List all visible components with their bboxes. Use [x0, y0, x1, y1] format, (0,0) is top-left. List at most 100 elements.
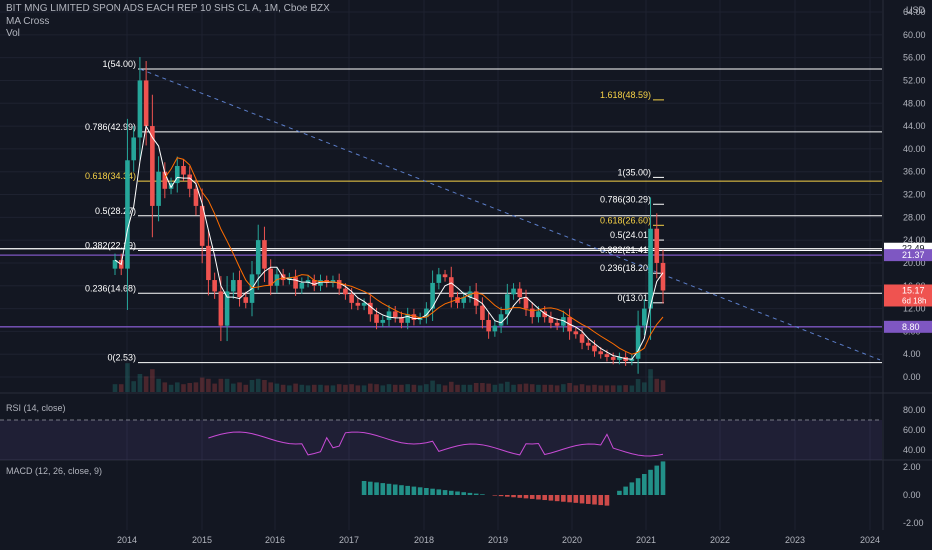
volume-bar [461, 384, 467, 392]
candle-body [156, 171, 161, 206]
candle-body [579, 334, 585, 343]
volume-bar [554, 385, 560, 392]
macd-histogram-bar [592, 495, 597, 505]
macd-histogram-bar [392, 484, 398, 495]
price-badge-countdown: 6d 18h [902, 296, 926, 305]
volume-bar [573, 385, 579, 392]
macd-histogram-bar [635, 478, 641, 495]
macd-histogram-bar [561, 495, 566, 502]
volume-bar [181, 384, 186, 392]
volume-bar [262, 380, 267, 392]
volume-bar [156, 378, 161, 392]
volume-bar [486, 383, 491, 392]
macd-histogram-bar [374, 482, 379, 495]
volume-bar [604, 385, 610, 392]
volume-bar [324, 385, 330, 392]
candle-body [268, 268, 273, 286]
candle-body [187, 174, 193, 189]
volume-bar [430, 380, 435, 392]
macd-histogram-bar [361, 481, 367, 495]
candle-body [392, 311, 398, 318]
macd-histogram-bar [424, 488, 429, 495]
candle-body [648, 228, 653, 309]
macd-histogram-bar [399, 485, 404, 495]
volume-bar [218, 378, 224, 392]
candle-body [592, 345, 597, 352]
time-tick-label: 2016 [265, 535, 285, 545]
macd-histogram-bar [417, 487, 423, 495]
candle-body [461, 297, 467, 303]
volume-bar [380, 385, 386, 392]
candle-body [473, 291, 479, 306]
volume-bar [511, 384, 516, 392]
macd-histogram-bar [579, 495, 585, 504]
candle-body [617, 357, 622, 360]
macd-histogram-bar [567, 495, 572, 503]
candle-body [380, 319, 386, 323]
macd-label[interactable]: MACD (12, 26, close, 9) [6, 466, 103, 476]
candle-body [162, 171, 168, 189]
macd-histogram-bar [642, 474, 647, 495]
candle-body [399, 317, 404, 323]
price-badge [884, 320, 932, 333]
candle-body [448, 277, 454, 298]
volume-bar [187, 383, 193, 392]
macd-histogram-bar [623, 486, 628, 495]
volume-bars [112, 363, 666, 392]
volume-bar [623, 385, 628, 392]
volume-bar [392, 384, 398, 392]
volume-label[interactable]: Vol [6, 28, 20, 39]
candle-body [112, 260, 118, 269]
fib-label: 0.618(34.34) [85, 171, 136, 181]
volume-bar [368, 383, 373, 392]
macd-histogram-bar [517, 495, 523, 498]
rsi-label[interactable]: RSI (14, close) [6, 403, 66, 413]
candle-body [660, 262, 666, 291]
price-tick-label: 56.00 [903, 53, 926, 63]
candle-body [585, 342, 591, 346]
volume-bar [137, 374, 143, 392]
volume-bar [548, 384, 554, 392]
macd-histogram-bar [448, 490, 454, 495]
macd-histogram-bar [554, 495, 560, 502]
volume-bar [579, 384, 585, 392]
rsi-tick-label: 40.00 [903, 445, 926, 455]
ma-cross-label[interactable]: MA Cross [6, 16, 50, 27]
candle-body [224, 291, 230, 326]
volume-bar [118, 384, 124, 392]
fib-label: 0.236(18.20) [600, 263, 651, 273]
candle-body [305, 280, 311, 283]
candle-body [436, 274, 442, 283]
price-badge-label: 21.37 [902, 250, 925, 260]
candle-body [318, 280, 323, 286]
price-tick-label: 36.00 [903, 167, 926, 177]
volume-bar [654, 378, 660, 392]
volume-bar [330, 385, 336, 392]
time-tick-label: 2021 [636, 535, 656, 545]
candle-body [237, 280, 242, 298]
candle-body [635, 325, 641, 359]
candle-body [442, 274, 448, 278]
macd-histogram-bar [467, 492, 473, 495]
volume-bar [480, 383, 485, 392]
ma-slow-line [164, 157, 664, 355]
volume-bar [193, 382, 199, 392]
volume-bar [293, 383, 298, 392]
price-tick-label: 52.00 [903, 75, 926, 85]
volume-bar [268, 382, 273, 392]
rsi-band [0, 420, 882, 460]
volume-bar [598, 385, 604, 392]
volume-bar [355, 385, 361, 392]
volume-bar [455, 384, 460, 392]
candle-body [498, 314, 504, 326]
volume-bar [305, 385, 311, 392]
price-badge-label: 15.17 [902, 285, 925, 295]
volume-bar [592, 384, 597, 392]
macd-histogram-bar [604, 495, 610, 506]
volume-bar [542, 384, 547, 392]
candle-body [542, 311, 547, 318]
volume-bar [523, 383, 529, 392]
macd-histogram-bar [536, 495, 541, 500]
symbol-title[interactable]: BIT MNG LIMITED SPON ADS EACH REP 10 SHS… [6, 3, 330, 14]
